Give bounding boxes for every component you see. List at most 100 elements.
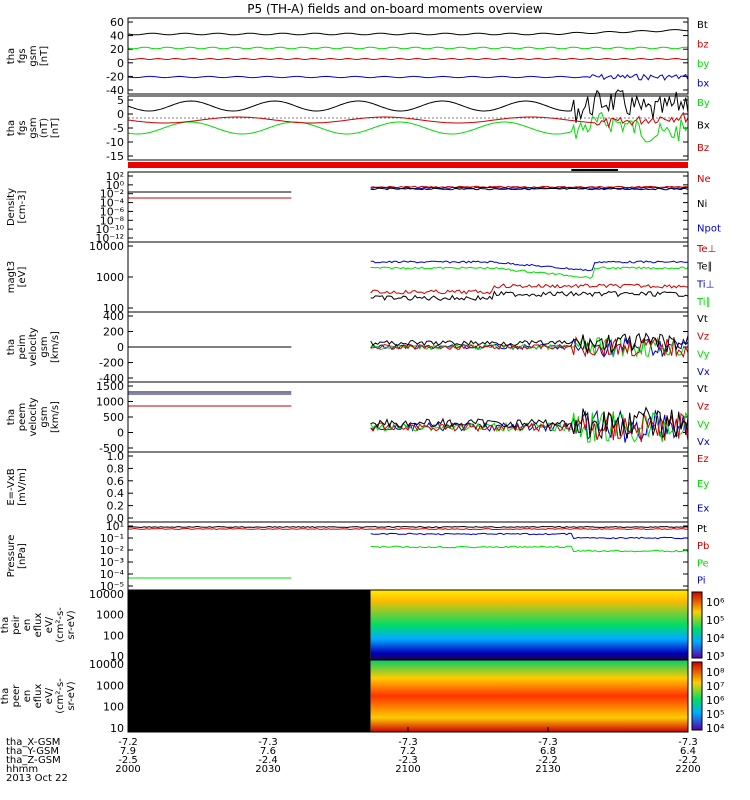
ytick-label: 10¹: [106, 520, 124, 533]
ytick-label: -200: [99, 357, 124, 370]
ylabel-line: tha: [0, 617, 11, 633]
ytick-label: 40: [110, 30, 124, 43]
legend-Vy: Vy: [697, 349, 710, 360]
bottom-tick-z: -2.5: [118, 755, 138, 766]
colorbar-label: 10⁴: [706, 722, 725, 735]
ylabel-line: sr-eV): [66, 610, 77, 639]
legend-Vx: Vx: [697, 367, 710, 378]
ytick-label: -40: [106, 84, 124, 97]
bottom-tick-y: 6.4: [680, 746, 696, 757]
ytick-label: 100: [103, 701, 124, 714]
ytick-label: 1000: [96, 679, 124, 692]
ylabel-line: Pressure: [6, 535, 17, 578]
ylabel-line: (cm²-s-: [55, 678, 66, 714]
colorbar: [691, 591, 703, 659]
panel-frame: [127, 241, 689, 313]
ytick-label: 0.4: [107, 487, 125, 500]
ylabel-line: [nT]: [50, 118, 61, 138]
legend-Ey: Ey: [697, 479, 709, 490]
ytick-label: 1000: [96, 609, 124, 622]
bottom-tick-y: 7.6: [260, 746, 276, 757]
ylabel-line: tha: [6, 409, 17, 425]
ylabel-line: velocity: [28, 327, 39, 366]
line-pt: [128, 525, 689, 529]
line-velocity: [370, 406, 689, 440]
legend-Bx: Bx: [697, 120, 710, 131]
legend-bz: bz: [697, 39, 709, 50]
ylabel-line: tha: [6, 120, 17, 136]
ytick-label: 5: [117, 94, 124, 107]
panel-p5: magt3 [eV] 10000 1000 100 Te⊥ Te∥ Ti⊥ Ti∥: [6, 240, 716, 315]
ylabel-line: velocity: [28, 397, 39, 436]
ytick-label: 100: [103, 302, 124, 315]
panel-p6: tha peim velocity gsm [km/s] 400 200 0 -200 -400 V…: [6, 310, 710, 385]
colorbar-label: 10⁴: [706, 632, 725, 645]
ylabel-line: gsm: [39, 336, 50, 357]
ytick-label: -5: [113, 122, 124, 135]
ytick-label: 10: [110, 650, 124, 663]
legend-Te⊥: Te⊥: [696, 244, 716, 255]
legend-Vx: Vx: [697, 437, 710, 448]
ytick-label: 10000: [89, 588, 124, 601]
panel-p11: tha peer en eflux eV/(cm²-s-sr-eV) 10000 1000 1…: [0, 658, 725, 735]
line-bt: [127, 29, 689, 36]
legend-Vt: Vt: [697, 384, 708, 395]
line-ti-perp: [370, 260, 689, 272]
ylabel-line: en: [22, 619, 33, 632]
bottom-tick-t: 2000: [115, 764, 140, 775]
legend-Bt: Bt: [697, 20, 708, 31]
ylabel-line: [nT]: [39, 46, 50, 66]
bottom-row-label: tha_X-GSM: [6, 737, 60, 748]
panel-p7: tha peem velocity gsm [km/s] 1500 1000 500 0 -500…: [6, 380, 710, 455]
legend-Bz: Bz: [697, 143, 709, 154]
colorbar: [691, 661, 703, 731]
line-by: [127, 46, 689, 50]
line-velocity: [370, 411, 689, 443]
ytick-label: -20: [106, 70, 124, 83]
ylabel-line: (cm²-s-: [55, 607, 66, 643]
ytick-label: 10⁻⁶: [100, 205, 125, 218]
ylabel-line: magt3: [6, 261, 17, 294]
bottom-row-label: 2013 Oct 22: [6, 773, 68, 784]
bottom-tick-x: -7.3: [258, 737, 278, 748]
bottom-tick-t: 2030: [255, 764, 280, 775]
bottom-tick-z: -2.4: [258, 755, 278, 766]
panel-p8: E=-VxB [mV/m] 1.00.80.60.40.20.0 Ez Ey Ex: [6, 450, 709, 525]
ytick-label: 200: [103, 326, 124, 339]
ylabel-line: tha: [0, 688, 11, 704]
line-velocity: [370, 335, 689, 359]
ylabel-line: en: [22, 690, 33, 703]
ylabel-line: eflux: [33, 613, 44, 638]
ytick-label: 0.8: [107, 462, 125, 475]
legend-Ti⊥: Ti⊥: [696, 279, 714, 290]
ytick-label: 0: [117, 341, 124, 354]
line-by: [127, 111, 689, 143]
bottom-tick-t: 2130: [535, 764, 560, 775]
panel-frame: [127, 451, 689, 523]
colorbar-label: 10⁶: [706, 694, 725, 707]
line-pi: [370, 532, 689, 540]
ytick-label: 10000: [89, 240, 124, 253]
bottom-tick-x: -7.3: [678, 737, 698, 748]
ylabel-line: [mV/m]: [17, 468, 28, 506]
panel-frame: [127, 171, 689, 243]
line-pe: [370, 545, 689, 553]
ytick-label: 10²: [106, 170, 124, 183]
line-bx: [127, 73, 689, 81]
ylabel-line: tha: [6, 339, 17, 355]
ylabel-line: sr-eV): [66, 681, 77, 710]
panel-frame: [127, 17, 689, 95]
line-bz: [127, 57, 689, 61]
ytick-label: 10⁻³: [100, 556, 124, 569]
line-bx: [127, 89, 689, 123]
ytick-label: 1.0: [107, 450, 125, 463]
bottom-tick-z: -2.3: [398, 755, 418, 766]
legend-By: By: [697, 98, 710, 109]
bottom-tick-y: 7.9: [120, 746, 136, 757]
line-density: [370, 186, 689, 190]
legend-Vz: Vz: [697, 332, 709, 343]
bottom-tick-x: -7.3: [398, 737, 418, 748]
colorbar-label: 10⁶: [706, 596, 725, 609]
line-te-perp: [370, 283, 689, 295]
